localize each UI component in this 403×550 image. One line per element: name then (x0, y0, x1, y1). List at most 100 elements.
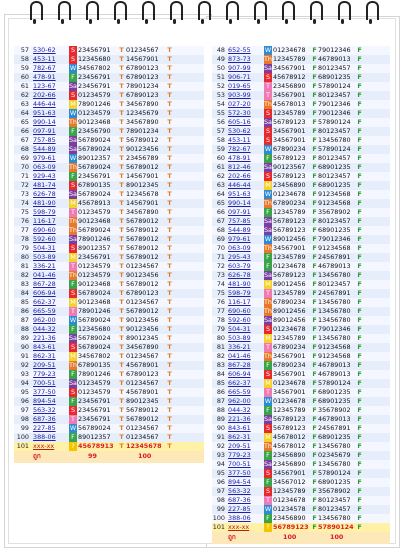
result-code-link[interactable]: 873-73 (228, 55, 251, 63)
result-code-link[interactable]: 336-21 (228, 343, 251, 351)
result-code-link[interactable]: 979-61 (33, 154, 56, 162)
result-code-link[interactable]: 544-89 (33, 145, 56, 153)
result-code-link[interactable]: 757-85 (33, 136, 56, 144)
result-code-link[interactable]: 044-32 (228, 406, 251, 414)
result-code-link[interactable]: 894-54 (33, 397, 56, 405)
result-code-link[interactable]: 990-14 (33, 118, 56, 126)
result-code-link[interactable]: 116-17 (33, 217, 56, 225)
result-code-link[interactable]: 563-32 (228, 487, 251, 495)
result-code-link[interactable]: 116-17 (228, 298, 251, 306)
result-code-link[interactable]: 605-16 (228, 118, 251, 126)
result-code-link[interactable]: 221-36 (33, 334, 56, 342)
result-code-link[interactable]: 598-79 (33, 208, 56, 216)
result-code-link[interactable]: 779-23 (33, 370, 56, 378)
result-code-link[interactable]: 951-63 (228, 190, 251, 198)
result-code-link[interactable]: 221-36 (228, 415, 251, 423)
result-code-link[interactable]: 453-11 (33, 55, 56, 63)
result-code-link[interactable]: 481-74 (33, 181, 56, 189)
result-code-link[interactable]: 662-37 (228, 379, 251, 387)
result-code-link[interactable]: 503-89 (228, 334, 251, 342)
result-code-link[interactable]: 700-51 (228, 460, 251, 468)
result-code-link[interactable]: 227-85 (33, 424, 56, 432)
result-code-link[interactable]: 503-89 (33, 253, 56, 261)
result-code-link[interactable]: 209-51 (228, 442, 251, 450)
day-badge: S (69, 91, 77, 100)
result-code-link[interactable]: 687-36 (33, 415, 56, 423)
result-code-link[interactable]: 202-66 (228, 172, 251, 180)
result-code-link[interactable]: 572-30 (228, 109, 251, 117)
result-code-link[interactable]: 906-71 (228, 73, 251, 81)
result-code-link[interactable]: 690-60 (33, 226, 56, 234)
result-code-link[interactable]: 202-66 (33, 91, 56, 99)
result-code-link[interactable]: 063-09 (228, 244, 251, 252)
result-code-link[interactable]: 962-00 (228, 397, 251, 405)
result-code-link[interactable]: 209-51 (33, 361, 56, 369)
result-code-link[interactable]: 336-21 (33, 262, 56, 270)
result-code-link[interactable]: 530-62 (228, 127, 251, 135)
result-code-link[interactable]: 481-90 (33, 199, 56, 207)
result-code-link[interactable]: 626-78 (228, 271, 251, 279)
result-code-link[interactable]: 907-99 (228, 64, 251, 72)
result-code-link[interactable]: 606-94 (33, 289, 56, 297)
result-code-link[interactable]: 929-43 (33, 172, 56, 180)
result-code-link[interactable]: 782-67 (33, 64, 56, 72)
result-code-link[interactable]: 544-89 (228, 226, 251, 234)
result-code-link[interactable]: 504-31 (33, 244, 56, 252)
result-code-link[interactable]: 700-51 (33, 379, 56, 387)
result-code-link[interactable]: 027-20 (228, 100, 251, 108)
result-code-link[interactable]: 903-99 (228, 91, 251, 99)
result-code-link[interactable]: 652-55 (228, 46, 251, 54)
result-code-link[interactable]: 606-94 (228, 370, 251, 378)
result-code-link[interactable]: 377-50 (228, 469, 251, 477)
result-code-link[interactable]: xxx-xx (33, 442, 55, 450)
result-code-link[interactable]: 862-31 (33, 352, 56, 360)
result-code-link[interactable]: 295-43 (228, 253, 251, 261)
result-code-link[interactable]: 227-85 (228, 505, 251, 513)
result-code-link[interactable]: 626-78 (33, 190, 56, 198)
result-code-link[interactable]: 894-54 (228, 478, 251, 486)
result-code-link[interactable]: 665-59 (228, 388, 251, 396)
result-code-link[interactable]: 603-79 (228, 262, 251, 270)
result-code-link[interactable]: 097-91 (228, 208, 251, 216)
result-code-link[interactable]: 041-46 (33, 271, 56, 279)
result-code-link[interactable]: 504-31 (228, 325, 251, 333)
result-code-link[interactable]: 843-61 (33, 343, 56, 351)
result-code-link[interactable]: 690-60 (228, 307, 251, 315)
result-code-link[interactable]: 388-06 (33, 433, 56, 441)
result-code-link[interactable]: 862-31 (228, 433, 251, 441)
result-code-link[interactable]: 481-90 (228, 280, 251, 288)
result-code-link[interactable]: 478-91 (228, 154, 251, 162)
result-code-link[interactable]: 812-46 (228, 163, 251, 171)
result-code-link[interactable]: 782-67 (228, 145, 251, 153)
result-code-link[interactable]: 867-28 (228, 361, 251, 369)
result-code-link[interactable]: 388-06 (228, 514, 251, 522)
result-code-link[interactable]: 563-32 (33, 406, 56, 414)
result-code-link[interactable]: 123-67 (33, 82, 56, 90)
result-code-link[interactable]: 951-63 (33, 109, 56, 117)
result-code-link[interactable]: 019-65 (228, 82, 251, 90)
result-code-link[interactable]: 962-00 (33, 316, 56, 324)
result-code-link[interactable]: 377-50 (33, 388, 56, 396)
result-code-link[interactable]: 757-85 (228, 217, 251, 225)
result-code-link[interactable]: 979-61 (228, 235, 251, 243)
result-code-link[interactable]: 530-62 (33, 46, 56, 54)
result-code-link[interactable]: 779-23 (228, 451, 251, 459)
result-code-link[interactable]: 478-91 (33, 73, 56, 81)
result-code-link[interactable]: 662-37 (33, 298, 56, 306)
result-code-link[interactable]: 063-09 (33, 163, 56, 171)
result-code-link[interactable]: 990-14 (228, 199, 251, 207)
result-code-link[interactable]: 446-44 (33, 100, 56, 108)
result-code-link[interactable]: 665-59 (33, 307, 56, 315)
result-code-link[interactable]: xxx-xx (228, 523, 250, 531)
result-code-link[interactable]: 598-79 (228, 289, 251, 297)
result-code-link[interactable]: 843-61 (228, 424, 251, 432)
result-code-link[interactable]: 867-28 (33, 280, 56, 288)
result-code-link[interactable]: 041-46 (228, 352, 251, 360)
result-code-link[interactable]: 592-60 (33, 235, 56, 243)
result-code-link[interactable]: 453-11 (228, 136, 251, 144)
result-code-link[interactable]: 044-32 (33, 325, 56, 333)
result-code-link[interactable]: 097-91 (33, 127, 56, 135)
result-code-link[interactable]: 446-44 (228, 181, 251, 189)
result-code-link[interactable]: 687-36 (228, 496, 251, 504)
result-code-link[interactable]: 592-60 (228, 316, 251, 324)
